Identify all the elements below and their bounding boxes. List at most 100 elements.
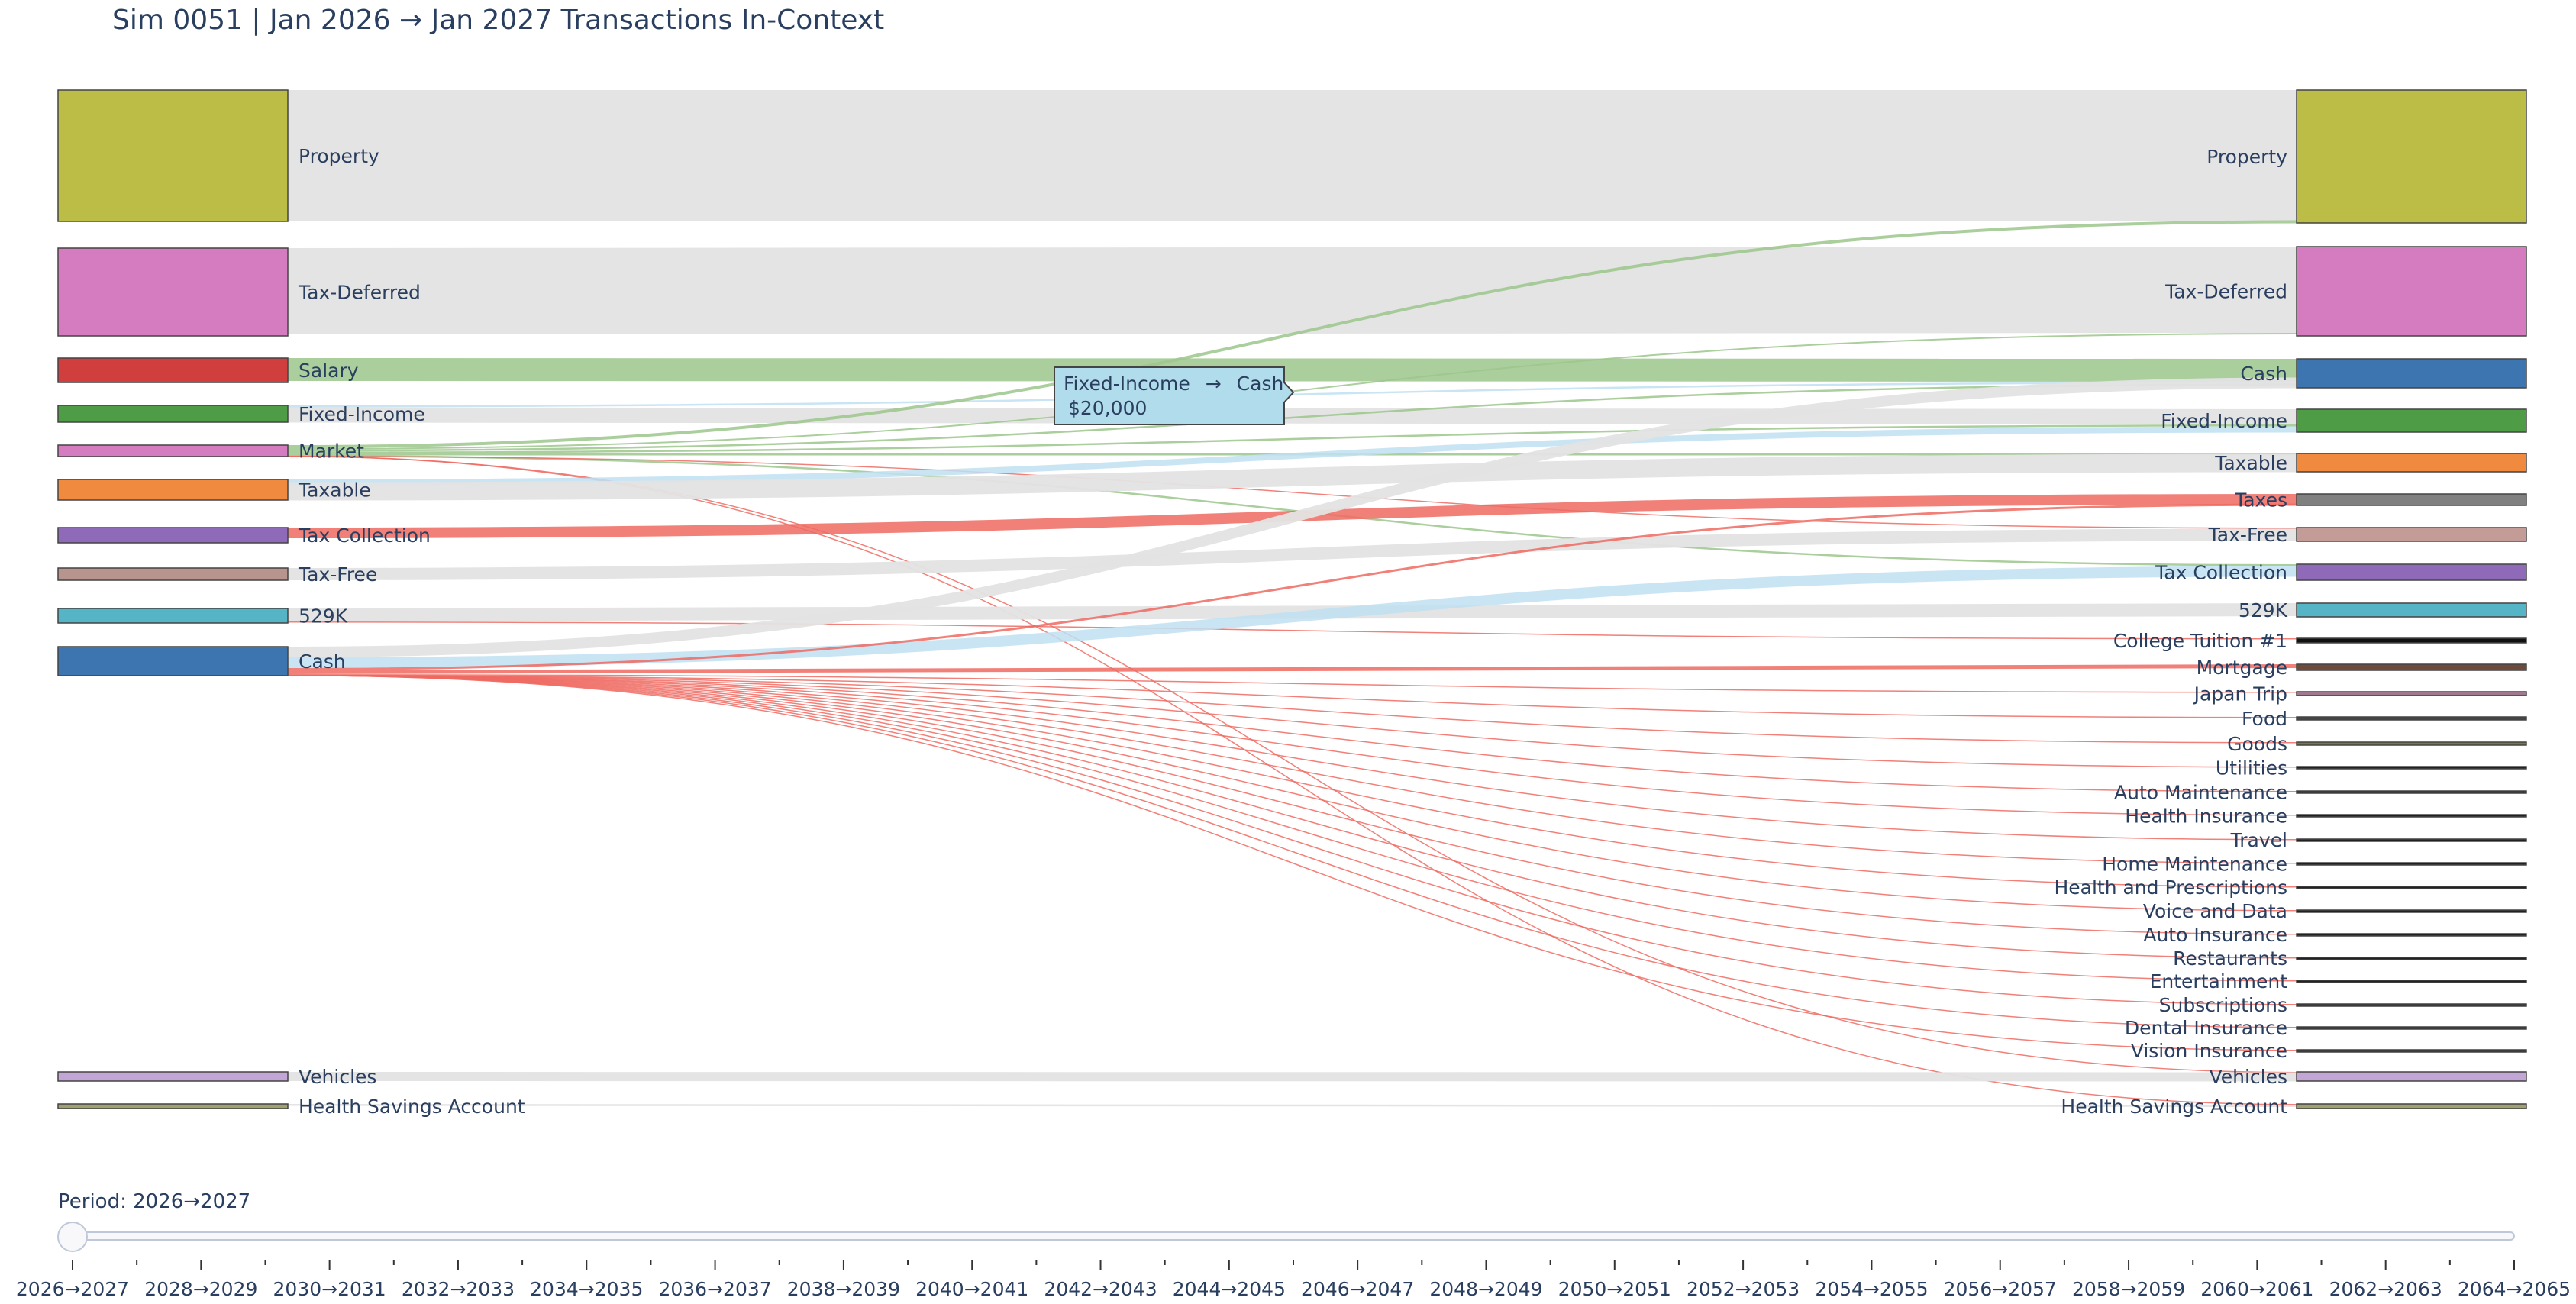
source-node-bar[interactable] xyxy=(57,479,289,501)
link-market-to-property[interactable] xyxy=(287,220,2297,448)
target-node-bar[interactable] xyxy=(2296,246,2527,337)
slider-step-label[interactable]: 2062→2063 xyxy=(2329,1278,2442,1300)
link-cash-to-tax-collection[interactable] xyxy=(287,566,2297,668)
target-node-taxes[interactable]: Taxes xyxy=(2234,489,2527,512)
link-tax-free-to-tax-free[interactable] xyxy=(287,528,2297,580)
source-node-529k[interactable]: 529K xyxy=(57,605,348,628)
target-node-fixed-income[interactable]: Fixed-Income xyxy=(2161,408,2527,433)
target-node-dental-insurance[interactable]: Dental Insurance xyxy=(2125,1017,2527,1039)
slider-step-label[interactable]: 2060→2061 xyxy=(2200,1278,2313,1300)
link-taxable-to-taxable[interactable] xyxy=(287,453,2297,501)
target-node-bar[interactable] xyxy=(2296,637,2527,644)
link-market-to-tax-collection[interactable] xyxy=(287,455,2297,566)
target-node-bar[interactable] xyxy=(2296,663,2527,671)
target-node-bar[interactable] xyxy=(2296,493,2527,506)
slider-step-label[interactable]: 2046→2047 xyxy=(1301,1278,1414,1300)
source-node-bar[interactable] xyxy=(57,1071,289,1082)
target-node-subscriptions[interactable]: Subscriptions xyxy=(2159,994,2527,1016)
source-node-property[interactable]: Property xyxy=(57,89,379,222)
slider-step-label[interactable]: 2044→2045 xyxy=(1173,1278,1286,1300)
target-node-bar[interactable] xyxy=(2296,933,2527,937)
target-node-auto-insurance[interactable]: Auto Insurance xyxy=(2143,924,2527,946)
target-node-bar[interactable] xyxy=(2296,716,2527,721)
target-node-bar[interactable] xyxy=(2296,408,2527,433)
target-node-tax-free[interactable]: Tax-Free xyxy=(2208,524,2527,546)
target-node-health-savings-account[interactable]: Health Savings Account xyxy=(2061,1096,2527,1118)
link-vehicles-to-vehicles[interactable] xyxy=(287,1072,2297,1082)
target-node-health-and-prescriptions[interactable]: Health and Prescriptions xyxy=(2054,876,2527,899)
slider-step-label[interactable]: 2054→2055 xyxy=(1815,1278,1928,1300)
target-node-bar[interactable] xyxy=(2296,886,2527,889)
source-node-bar[interactable] xyxy=(57,247,289,337)
target-node-taxable[interactable]: Taxable xyxy=(2214,452,2527,474)
slider-step-label[interactable]: 2050→2051 xyxy=(1558,1278,1671,1300)
source-node-bar[interactable] xyxy=(57,646,289,676)
target-node-entertainment[interactable]: Entertainment xyxy=(2150,970,2527,993)
link-529k-to-college-tuition-1[interactable] xyxy=(287,621,2297,640)
source-node-bar[interactable] xyxy=(57,89,289,222)
link-cash-to-health-and-prescriptions[interactable] xyxy=(287,675,2297,888)
slider-step-label[interactable]: 2030→2031 xyxy=(273,1278,386,1300)
link-cash-to-mortgage[interactable] xyxy=(287,664,2297,674)
target-node-cash[interactable]: Cash xyxy=(2240,358,2527,389)
slider-handle[interactable] xyxy=(57,1222,88,1252)
link-cash-to-food[interactable] xyxy=(287,675,2297,718)
target-node-bar[interactable] xyxy=(2296,1071,2527,1082)
target-node-health-insurance[interactable]: Health Insurance xyxy=(2125,805,2527,828)
link-cash-to-home-maintenance[interactable] xyxy=(287,675,2297,864)
link-cash-to-vision-insurance[interactable] xyxy=(287,675,2297,1051)
target-node-japan-trip[interactable]: Japan Trip xyxy=(2193,683,2527,705)
slider-step-label[interactable]: 2036→2037 xyxy=(658,1278,771,1300)
target-node-tax-collection[interactable]: Tax Collection xyxy=(2155,562,2527,584)
source-node-fixed-income[interactable]: Fixed-Income xyxy=(57,403,425,425)
target-node-bar[interactable] xyxy=(2296,1103,2527,1109)
target-node-bar[interactable] xyxy=(2296,957,2527,960)
target-node-bar[interactable] xyxy=(2296,453,2527,473)
slider-step-label[interactable]: 2032→2033 xyxy=(402,1278,515,1300)
target-node-bar[interactable] xyxy=(2296,741,2527,746)
target-node-bar[interactable] xyxy=(2296,89,2527,224)
source-node-bar[interactable] xyxy=(57,405,289,423)
target-node-home-maintenance[interactable]: Home Maintenance xyxy=(2102,854,2527,876)
target-node-bar[interactable] xyxy=(2296,1003,2527,1007)
target-node-auto-maintenance[interactable]: Auto Maintenance xyxy=(2114,782,2527,804)
link-taxable-to-fixed-income[interactable] xyxy=(287,426,2297,486)
source-node-bar[interactable] xyxy=(57,608,289,624)
slider-step-label[interactable]: 2028→2029 xyxy=(144,1278,257,1300)
source-node-bar[interactable] xyxy=(57,444,289,457)
link-cash-to-japan-trip[interactable] xyxy=(287,674,2297,693)
link-cash-to-dental-insurance[interactable] xyxy=(287,675,2297,1028)
source-node-tax-free[interactable]: Tax-Free xyxy=(57,563,377,586)
source-node-market[interactable]: Market xyxy=(57,441,364,463)
target-node-utilities[interactable]: Utilities xyxy=(2216,757,2527,779)
source-node-tax-deferred[interactable]: Tax-Deferred xyxy=(57,247,421,337)
target-node-bar[interactable] xyxy=(2296,790,2527,794)
link-cash-to-utilities[interactable] xyxy=(287,675,2297,768)
link-cash-to-restaurants[interactable] xyxy=(287,675,2297,959)
source-node-bar[interactable] xyxy=(57,567,289,581)
target-node-bar[interactable] xyxy=(2296,862,2527,866)
source-node-bar[interactable] xyxy=(57,527,289,544)
link-health-savings-account-to-health-savings-account[interactable] xyxy=(287,1104,2297,1107)
target-node-bar[interactable] xyxy=(2296,909,2527,913)
slider-rail[interactable] xyxy=(63,1231,2515,1241)
target-node-529k[interactable]: 529K xyxy=(2239,599,2527,621)
source-node-salary[interactable]: Salary xyxy=(57,357,359,383)
link-cash-to-travel[interactable] xyxy=(287,675,2297,841)
link-cash-to-auto-insurance[interactable] xyxy=(287,675,2297,935)
link-cash-to-auto-maintenance[interactable] xyxy=(287,675,2297,792)
target-node-mortgage[interactable]: Mortgage xyxy=(2197,657,2527,679)
target-node-bar[interactable] xyxy=(2296,838,2527,842)
link-cash-to-subscriptions[interactable] xyxy=(287,675,2297,1005)
link-cash-to-taxes[interactable] xyxy=(287,503,2297,670)
link-cash-to-health-insurance[interactable] xyxy=(287,675,2297,816)
target-node-property[interactable]: Property xyxy=(2206,89,2527,224)
slider-step-label[interactable]: 2034→2035 xyxy=(530,1278,643,1300)
target-node-bar[interactable] xyxy=(2296,1026,2527,1030)
slider-step-label[interactable]: 2058→2059 xyxy=(2072,1278,2185,1300)
source-node-bar[interactable] xyxy=(57,1103,289,1109)
slider-step-label[interactable]: 2040→2041 xyxy=(915,1278,1028,1300)
target-node-bar[interactable] xyxy=(2296,563,2527,581)
slider-step-label[interactable]: 2042→2043 xyxy=(1044,1278,1157,1300)
period-slider[interactable]: Period: 2026→2027 2026→2027 2028→2029 2030… xyxy=(16,1190,2571,1300)
